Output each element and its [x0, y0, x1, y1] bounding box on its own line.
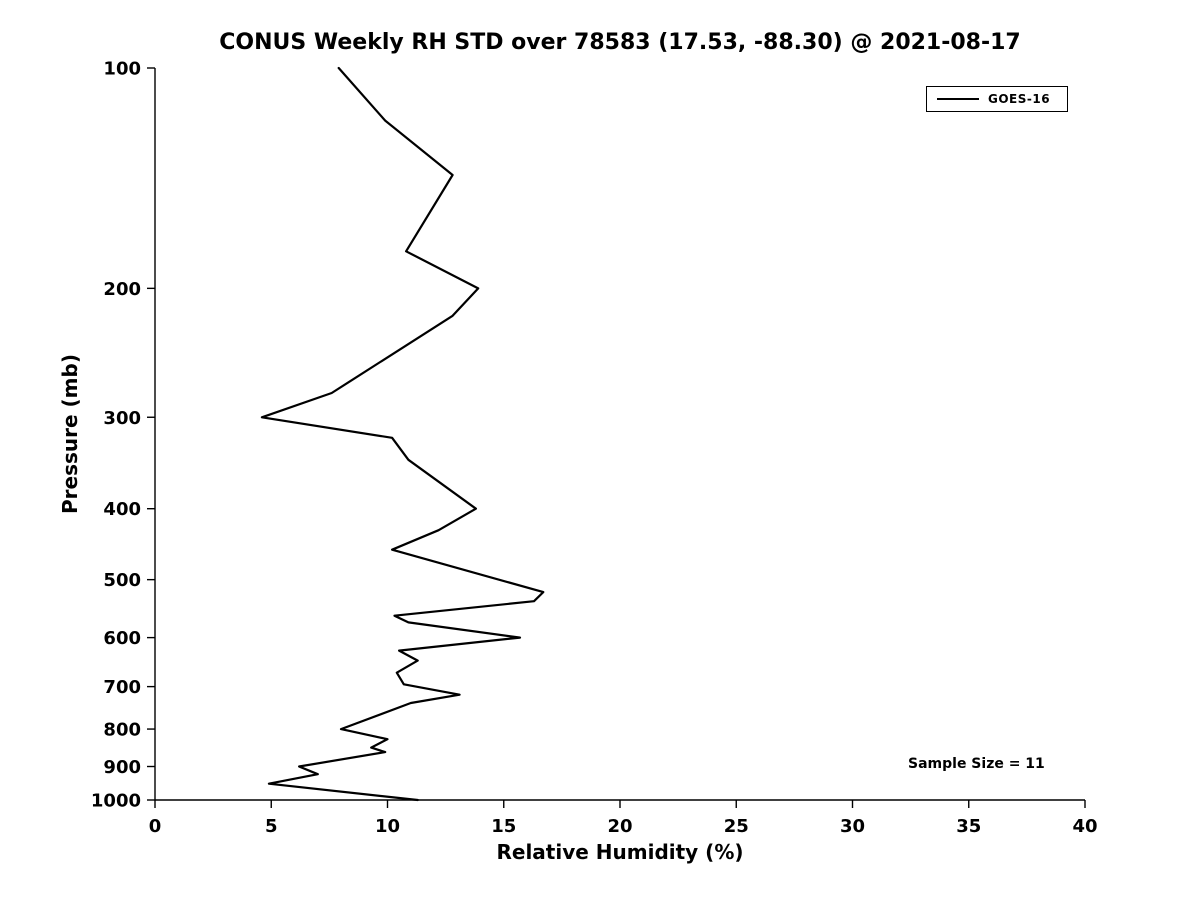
- series-line-goes-16: [260, 66, 545, 802]
- sample-size-annotation: Sample Size = 11: [908, 756, 1045, 772]
- y-tick-label: 200: [103, 279, 141, 300]
- x-axis-label: Relative Humidity (%): [496, 840, 744, 864]
- x-tick-label: 40: [1072, 816, 1097, 837]
- y-tick-label: 700: [103, 677, 141, 698]
- y-tick-label: 900: [103, 757, 141, 778]
- y-tick-label: 400: [103, 499, 141, 520]
- x-tick-label: 30: [840, 816, 865, 837]
- legend-line-sample: [937, 98, 979, 100]
- y-tick-label: 100: [103, 59, 141, 80]
- x-tick-label: 35: [956, 816, 981, 837]
- y-tick-label: 600: [103, 628, 141, 649]
- y-tick-label: 1000: [91, 791, 141, 812]
- legend: GOES-16: [926, 86, 1068, 112]
- y-tick-label: 500: [103, 570, 141, 591]
- y-tick-label: 800: [103, 720, 141, 741]
- legend-label: GOES-16: [988, 92, 1051, 106]
- x-tick-label: 0: [149, 816, 162, 837]
- x-tick-label: 15: [491, 816, 516, 837]
- x-tick-label: 10: [375, 816, 400, 837]
- y-axis-label: Pressure (mb): [58, 354, 82, 514]
- chart-title: CONUS Weekly RH STD over 78583 (17.53, -…: [219, 30, 1021, 55]
- y-tick-label: 300: [103, 408, 141, 429]
- x-tick-label: 20: [607, 816, 632, 837]
- x-tick-label: 25: [724, 816, 749, 837]
- x-tick-label: 5: [265, 816, 278, 837]
